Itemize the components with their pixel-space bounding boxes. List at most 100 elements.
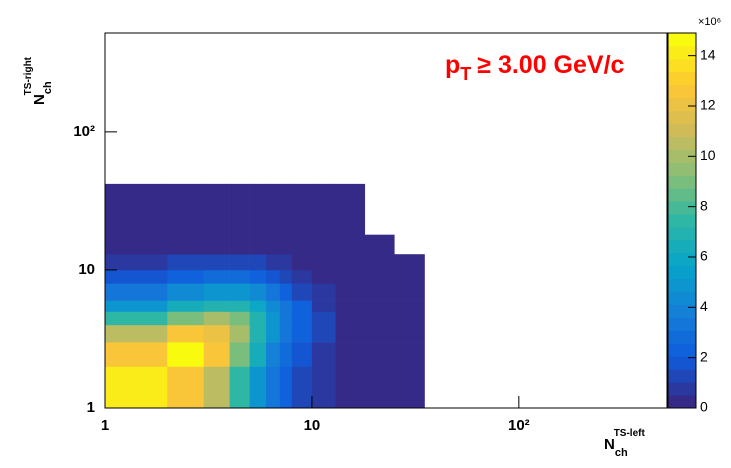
heatmap-cell xyxy=(105,214,168,235)
colorbar-step xyxy=(668,123,696,137)
heatmap-cell xyxy=(167,366,205,409)
colorbar-step xyxy=(668,33,696,47)
heatmap-cell xyxy=(229,324,250,343)
heatmap-cell xyxy=(335,283,366,301)
heatmap-cell xyxy=(335,311,366,326)
heatmap-cell xyxy=(249,214,267,235)
colorbar-step xyxy=(668,201,696,215)
heatmap-cell xyxy=(105,254,168,271)
z-tick-label: 10 xyxy=(700,147,716,163)
x-label-sub: ch xyxy=(615,447,628,459)
heatmap-cell xyxy=(266,311,281,326)
heatmap-cell xyxy=(249,183,267,216)
heatmap-cell xyxy=(229,366,250,409)
heatmap-cell xyxy=(249,269,267,284)
heatmap-cell xyxy=(105,283,168,301)
heatmap-cell xyxy=(167,342,205,367)
heatmap-cell xyxy=(394,269,425,284)
heatmap-cell xyxy=(394,300,425,312)
heatmap-cell xyxy=(364,311,395,326)
heatmap-cell xyxy=(394,342,425,367)
y-label-base: N xyxy=(31,94,48,105)
heatmap-cell xyxy=(291,311,313,326)
heatmap-cell xyxy=(249,283,267,301)
z-tick-label: 0 xyxy=(700,399,708,415)
heatmap-cell xyxy=(203,269,230,284)
colorbar-step xyxy=(668,226,696,241)
colorbar-step xyxy=(668,330,696,344)
colorbar-step xyxy=(668,291,696,306)
heatmap-cell xyxy=(291,300,313,312)
z-tick-label: 14 xyxy=(700,46,716,62)
heatmap-cell xyxy=(266,234,281,255)
heatmap-cell xyxy=(279,300,293,312)
heatmap-cell xyxy=(335,300,366,312)
z-tick-label: 2 xyxy=(700,348,708,364)
heatmap-cell xyxy=(203,342,230,367)
heatmap-cell xyxy=(335,342,366,367)
heatmap-cell xyxy=(394,324,425,343)
heatmap-cell xyxy=(203,214,230,235)
x-label-sup: TS-left xyxy=(614,428,646,439)
heatmap-cell xyxy=(266,254,281,271)
heatmap-cell xyxy=(167,269,205,284)
heatmap-cell xyxy=(249,311,267,326)
heatmap-cell xyxy=(203,324,230,343)
colorbar-step xyxy=(668,71,696,86)
heatmap-cell xyxy=(364,324,395,343)
z-tick-label: 4 xyxy=(700,298,708,314)
colorbar-step xyxy=(668,188,696,202)
colorbar-step xyxy=(668,110,696,125)
heatmap-cell xyxy=(364,234,395,255)
heatmap-cell xyxy=(335,183,366,216)
heatmap-cell xyxy=(105,366,168,409)
heatmap-cell xyxy=(203,234,230,255)
heatmap-cell xyxy=(394,311,425,326)
heatmap-cell xyxy=(335,234,366,255)
heatmap-cell xyxy=(311,300,336,312)
heatmap-cell xyxy=(167,254,205,271)
colorbar-step xyxy=(668,214,696,228)
annotation: pT ≥ 3.00 GeV/c xyxy=(445,51,625,84)
heatmap-cell xyxy=(167,324,205,343)
heatmap-cell xyxy=(394,254,425,271)
heatmap-cell xyxy=(291,324,313,343)
y-tick-label: 10 xyxy=(78,261,95,278)
y-tick-label: 10² xyxy=(73,123,95,140)
heatmap-cell xyxy=(394,283,425,301)
plot-frame xyxy=(104,32,668,409)
heatmap-cell xyxy=(229,311,250,326)
heatmap-cell xyxy=(229,300,250,312)
heatmap-cell xyxy=(291,283,313,301)
heatmap-cell xyxy=(364,254,395,271)
heatmap-cell xyxy=(335,366,366,409)
heatmap-cell xyxy=(229,254,250,271)
heatmap-cell xyxy=(394,366,425,409)
heatmap-cell xyxy=(249,342,267,367)
heatmap-cell xyxy=(266,300,281,312)
heatmap-cell xyxy=(266,214,281,235)
y-axis-label: Nch TS-right xyxy=(23,56,54,105)
z-multiplier: ×10⁶ xyxy=(698,16,721,28)
colorbar-step xyxy=(668,252,696,267)
colorbar-step xyxy=(668,395,696,409)
heatmap-cell xyxy=(203,283,230,301)
heatmap-cell xyxy=(364,342,395,367)
heatmap-cell xyxy=(167,183,205,216)
heatmap-cell xyxy=(291,254,313,271)
heatmap-cell xyxy=(249,300,267,312)
heatmap-cell xyxy=(249,366,267,409)
heatmap-cell xyxy=(311,324,336,343)
heatmap-cell xyxy=(266,283,281,301)
heatmap-cell xyxy=(229,234,250,255)
heatmap-cell xyxy=(203,183,230,216)
heatmap-cell xyxy=(311,342,336,367)
heatmap-cell xyxy=(291,269,313,284)
heatmap-cell xyxy=(311,234,336,255)
heatmap-cell xyxy=(279,214,293,235)
colorbar-step xyxy=(668,382,696,396)
heatmap-cell xyxy=(229,342,250,367)
heatmap-cell xyxy=(105,269,168,284)
colorbar-frame xyxy=(667,32,697,409)
heatmap-cell xyxy=(229,214,250,235)
